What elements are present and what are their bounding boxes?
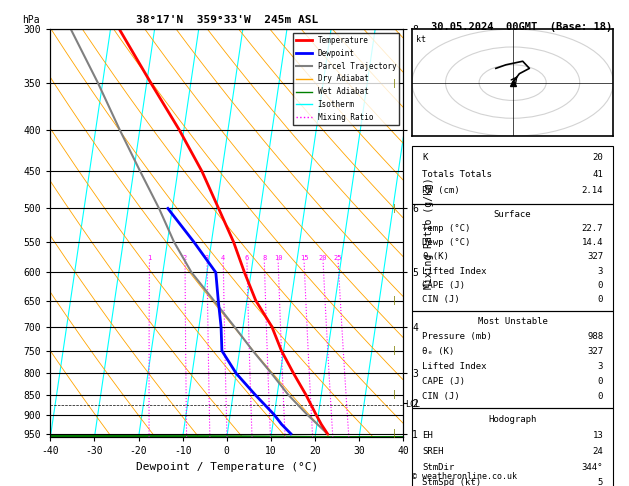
Text: 1: 1 [147, 255, 152, 260]
Text: Surface: Surface [494, 209, 532, 219]
Text: Dewp (°C): Dewp (°C) [422, 238, 470, 247]
Text: StmDir: StmDir [422, 463, 454, 471]
Text: 0: 0 [598, 295, 603, 304]
Text: 25: 25 [334, 255, 342, 260]
Text: © weatheronline.co.uk: © weatheronline.co.uk [412, 472, 517, 481]
Text: 988: 988 [587, 332, 603, 341]
Text: Temp (°C): Temp (°C) [422, 224, 470, 233]
Text: Most Unstable: Most Unstable [477, 317, 548, 326]
Text: 20: 20 [593, 153, 603, 162]
Text: 15: 15 [300, 255, 308, 260]
Text: 41: 41 [593, 170, 603, 179]
Text: Lifted Index: Lifted Index [422, 362, 487, 371]
Text: CAPE (J): CAPE (J) [422, 281, 465, 290]
Text: 2.14: 2.14 [582, 186, 603, 195]
Text: hPa: hPa [22, 15, 40, 25]
Text: |: | [393, 346, 396, 355]
Text: 20: 20 [319, 255, 327, 260]
Text: |: | [393, 79, 396, 88]
Text: PW (cm): PW (cm) [422, 186, 460, 195]
Text: 0: 0 [598, 392, 603, 401]
Text: Pressure (mb): Pressure (mb) [422, 332, 492, 341]
X-axis label: Dewpoint / Temperature (°C): Dewpoint / Temperature (°C) [136, 462, 318, 472]
Text: Lifted Index: Lifted Index [422, 267, 487, 276]
Text: 3: 3 [598, 362, 603, 371]
Text: 344°: 344° [582, 463, 603, 471]
Text: K: K [422, 153, 428, 162]
Text: 2: 2 [183, 255, 187, 260]
Text: 14.4: 14.4 [582, 238, 603, 247]
Text: 0: 0 [598, 377, 603, 386]
Text: 5: 5 [598, 479, 603, 486]
Text: |: | [393, 429, 396, 438]
Text: CAPE (J): CAPE (J) [422, 377, 465, 386]
Text: 327: 327 [587, 347, 603, 356]
Text: |: | [393, 204, 396, 213]
Text: 13: 13 [593, 431, 603, 440]
Text: LCL: LCL [406, 400, 420, 409]
Text: 3: 3 [205, 255, 209, 260]
Text: Hodograph: Hodograph [489, 415, 537, 424]
Text: StmSpd (kt): StmSpd (kt) [422, 479, 481, 486]
Text: 38°17'N  359°33'W  245m ASL: 38°17'N 359°33'W 245m ASL [136, 15, 318, 25]
Text: Totals Totals: Totals Totals [422, 170, 492, 179]
Text: θₑ (K): θₑ (K) [422, 347, 454, 356]
Text: SREH: SREH [422, 447, 443, 456]
Text: |: | [393, 390, 396, 399]
Text: 30.05.2024  00GMT  (Base: 18): 30.05.2024 00GMT (Base: 18) [431, 22, 612, 32]
Text: EH: EH [422, 431, 433, 440]
Text: 3: 3 [598, 267, 603, 276]
Text: CIN (J): CIN (J) [422, 392, 460, 401]
Text: 327: 327 [587, 252, 603, 261]
Legend: Temperature, Dewpoint, Parcel Trajectory, Dry Adiabat, Wet Adiabat, Isotherm, Mi: Temperature, Dewpoint, Parcel Trajectory… [293, 33, 399, 125]
Text: 8: 8 [262, 255, 267, 260]
Text: 0: 0 [598, 281, 603, 290]
Text: θₑ(K): θₑ(K) [422, 252, 449, 261]
Y-axis label: Mixing Ratio (g/kg): Mixing Ratio (g/kg) [424, 177, 433, 289]
Text: kt: kt [416, 35, 426, 44]
Text: 4: 4 [221, 255, 225, 260]
Text: CIN (J): CIN (J) [422, 295, 460, 304]
Text: 6: 6 [245, 255, 249, 260]
Text: 22.7: 22.7 [582, 224, 603, 233]
Text: 24: 24 [593, 447, 603, 456]
Text: 10: 10 [274, 255, 282, 260]
Text: |: | [393, 296, 396, 305]
